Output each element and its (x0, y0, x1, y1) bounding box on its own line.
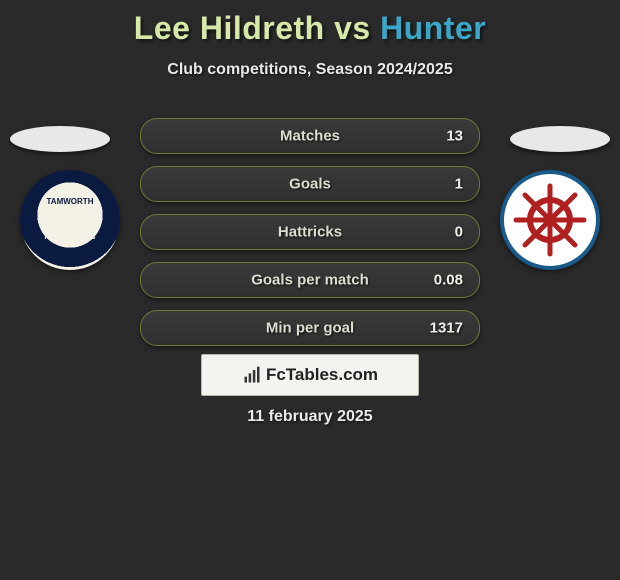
stat-row: Hattricks 0 (140, 214, 480, 250)
comparison-card: Lee Hildreth vs Hunter Club competitions… (0, 0, 620, 580)
bar-chart-icon (242, 365, 262, 385)
stat-label: Hattricks (278, 224, 342, 241)
page-title: Lee Hildreth vs Hunter (0, 0, 620, 47)
stat-value: 0.08 (434, 272, 463, 289)
brand-link[interactable]: FcTables.com (201, 354, 419, 396)
club-badge-left-top: TAMWORTH (42, 198, 98, 207)
player2-ellipse (510, 126, 610, 152)
stat-value: 13 (446, 128, 463, 145)
title-vs: vs (334, 10, 371, 46)
stat-label: Goals per match (251, 272, 369, 289)
date-text: 11 february 2025 (0, 408, 620, 426)
brand-text: FcTables.com (266, 365, 378, 385)
stat-row: Goals 1 (140, 166, 480, 202)
title-player2: Hunter (380, 10, 486, 46)
club-badge-left: TAMWORTH FOOTBALL CLUB (20, 170, 120, 270)
stat-label: Goals (289, 176, 331, 193)
stat-row: Min per goal 1317 (140, 310, 480, 346)
club-badge-right (500, 170, 600, 270)
stat-value: 0 (455, 224, 463, 241)
stat-label: Matches (280, 128, 340, 145)
stat-value: 1317 (430, 320, 463, 337)
stat-row: Goals per match 0.08 (140, 262, 480, 298)
ship-wheel-icon (510, 180, 590, 260)
club-badge-left-bottom: FOOTBALL CLUB (42, 235, 98, 242)
stat-row: Matches 13 (140, 118, 480, 154)
stat-value: 1 (455, 176, 463, 193)
stat-label: Min per goal (266, 320, 354, 337)
player1-ellipse (10, 126, 110, 152)
club-badge-left-label: TAMWORTH FOOTBALL CLUB (42, 198, 98, 241)
stats-list: Matches 13 Goals 1 Hattricks 0 Goals per… (140, 118, 480, 358)
subtitle: Club competitions, Season 2024/2025 (0, 61, 620, 79)
title-player1: Lee Hildreth (134, 10, 325, 46)
